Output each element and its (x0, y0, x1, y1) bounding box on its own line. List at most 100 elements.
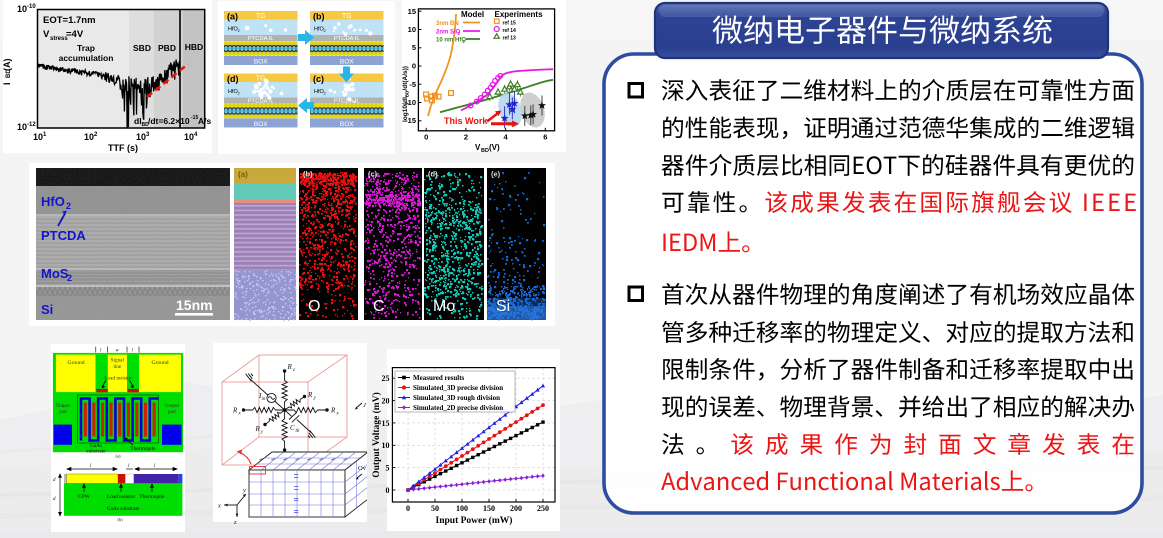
svg-text:10: 10 (33, 132, 43, 142)
svg-text:TG: TG (342, 13, 352, 20)
svg-text:HfO: HfO (314, 27, 325, 33)
svg-text:0: 0 (412, 62, 416, 71)
svg-text:This Work: This Work (444, 116, 488, 126)
svg-text:4: 4 (504, 133, 509, 142)
svg-text:Si: Si (41, 302, 53, 317)
svg-text:A/s: A/s (198, 116, 212, 126)
svg-text:I: I (258, 392, 262, 400)
svg-text:TG: TG (256, 76, 266, 83)
svg-text:O: O (308, 298, 320, 315)
svg-text:3: 3 (146, 132, 150, 138)
svg-text:I: I (2, 82, 12, 85)
svg-text:Ground: Ground (151, 360, 168, 366)
svg-text:HfO: HfO (41, 194, 65, 209)
svg-text:Trap: Trap (77, 43, 95, 53)
svg-text:(b): (b) (303, 170, 313, 179)
svg-text:-5: -5 (409, 80, 416, 89)
svg-text:15nm: 15nm (176, 297, 213, 313)
svg-text:x: x (336, 412, 340, 417)
svg-text:0: 0 (386, 486, 390, 495)
svg-text:CPW: CPW (78, 494, 91, 500)
svg-text:PTCDA: PTCDA (41, 228, 86, 243)
svg-text:Simulated_3D precise division: Simulated_3D precise division (413, 384, 503, 392)
svg-text:Signal: Signal (111, 358, 125, 364)
svg-text:Model: Model (461, 10, 484, 19)
svg-text:=4V: =4V (66, 29, 84, 40)
svg-text:x: x (217, 503, 221, 510)
svg-text:HfO: HfO (228, 89, 239, 95)
svg-text:Mo: Mo (433, 298, 455, 315)
svg-text:BD: BD (142, 122, 150, 128)
svg-text:GaAs substrate: GaAs substrate (107, 506, 140, 512)
svg-text:150: 150 (483, 504, 495, 513)
svg-text:BOX: BOX (340, 121, 354, 128)
svg-text:2: 2 (464, 133, 468, 142)
svg-text:l: l (128, 464, 130, 469)
svg-text:2: 2 (324, 28, 327, 33)
svg-text:accumulation: accumulation (59, 53, 114, 63)
svg-text:50: 50 (431, 504, 439, 513)
svg-text:x: x (238, 412, 242, 417)
svg-text:(V): (V) (489, 143, 500, 152)
svg-text:(e): (e) (491, 170, 501, 179)
svg-text:R: R (255, 425, 261, 433)
svg-text:(a): (a) (115, 454, 121, 459)
svg-text:GaAs: GaAs (90, 443, 102, 449)
svg-text:-10: -10 (405, 98, 416, 107)
svg-text:log10(dIBD/dt(A/s)): log10(dIBD/dt(A/s)) (402, 66, 410, 122)
svg-text:2: 2 (66, 201, 71, 211)
svg-text:R: R (287, 363, 293, 371)
svg-text:HfO: HfO (228, 27, 239, 33)
svg-text:PTCDA IL: PTCDA IL (334, 36, 361, 42)
svg-text:Load resistor: Load resistor (104, 376, 131, 382)
svg-text:(b): (b) (117, 517, 123, 522)
svg-text:C: C (290, 424, 295, 432)
svg-text:10: 10 (382, 441, 390, 450)
svg-text:in: in (262, 397, 266, 402)
svg-text:3nm BN: 3nm BN (436, 21, 459, 27)
svg-text:Ov: Ov (358, 465, 367, 472)
svg-text:d: d (53, 497, 56, 502)
svg-text:(A): (A) (2, 59, 12, 72)
svg-text:15: 15 (382, 419, 390, 428)
svg-text:dI: dI (134, 116, 142, 126)
svg-text:R: R (330, 407, 336, 415)
svg-text:2: 2 (94, 132, 98, 138)
svg-text:BD: BD (481, 148, 489, 154)
svg-text:10: 10 (136, 132, 146, 142)
svg-text:(d): (d) (227, 74, 239, 84)
svg-text:20: 20 (382, 396, 390, 405)
svg-text:Output Voltage (mV): Output Voltage (mV) (371, 392, 382, 478)
svg-text:6: 6 (543, 133, 547, 142)
svg-text:Output: Output (165, 403, 180, 409)
svg-text:TG: TG (256, 13, 266, 20)
svg-text:5: 5 (412, 43, 416, 52)
svg-text:HBD: HBD (185, 42, 203, 52)
svg-text:10: 10 (408, 25, 416, 34)
svg-text:ref 15: ref 15 (503, 21, 517, 27)
svg-text:2: 2 (463, 39, 466, 44)
svg-text:0: 0 (406, 504, 410, 513)
svg-text:l: l (90, 464, 92, 469)
svg-text:y: y (313, 396, 317, 401)
svg-text:250: 250 (537, 504, 549, 513)
svg-text:PTCDA IL: PTCDA IL (248, 36, 275, 42)
svg-text:100: 100 (456, 504, 468, 513)
svg-text:2: 2 (324, 91, 327, 96)
svg-text:PBD: PBD (158, 43, 176, 53)
svg-text:PTCDA IL: PTCDA IL (334, 99, 361, 105)
svg-text:(c): (c) (368, 170, 378, 179)
svg-text:BOX: BOX (254, 121, 268, 128)
svg-text:-15: -15 (191, 115, 198, 121)
svg-text:-10: -10 (27, 4, 36, 10)
svg-text:BD: BD (6, 69, 12, 78)
svg-text:Simulated_2D precise division: Simulated_2D precise division (413, 404, 503, 412)
svg-text:2: 2 (458, 31, 461, 36)
svg-text:l: l (154, 464, 156, 469)
svg-text:2nm SiO: 2nm SiO (436, 30, 461, 36)
svg-text:4: 4 (194, 132, 198, 138)
svg-text:R: R (307, 391, 313, 399)
svg-text:10: 10 (17, 4, 27, 14)
svg-text:(c): (c) (313, 74, 324, 84)
svg-text:J: J (363, 402, 367, 409)
